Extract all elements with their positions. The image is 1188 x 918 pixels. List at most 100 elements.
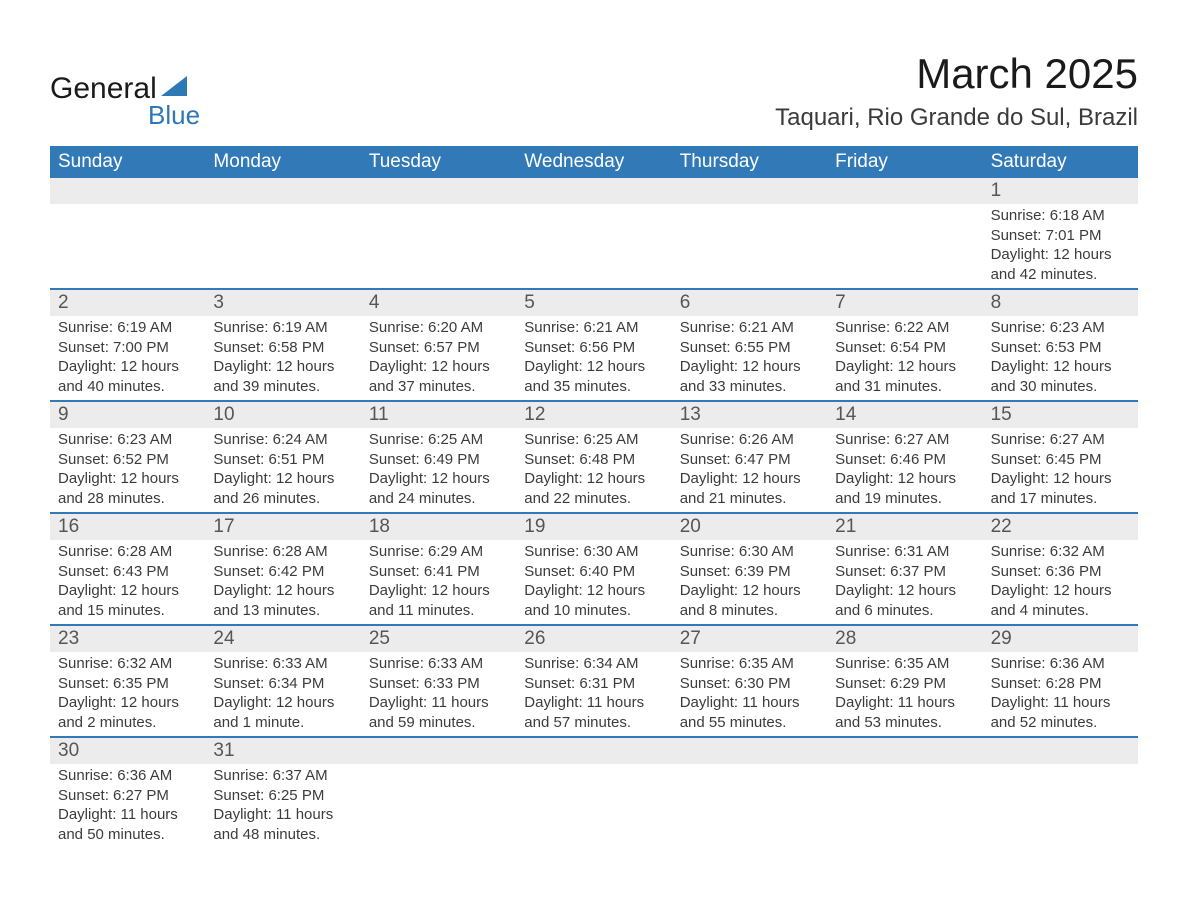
day-info-line: Sunrise: 6:35 AM	[680, 654, 819, 674]
day-number	[361, 738, 516, 764]
day-info-line: Daylight: 12 hours	[369, 469, 508, 489]
day-cell	[827, 764, 982, 848]
day-info-line: Sunset: 7:01 PM	[991, 226, 1130, 246]
day-info-line: Sunrise: 6:32 AM	[991, 542, 1130, 562]
day-info-line: Sunrise: 6:27 AM	[835, 430, 974, 450]
day-info-line: Sunset: 6:51 PM	[213, 450, 352, 470]
day-info-line: Sunrise: 6:19 AM	[213, 318, 352, 338]
dow-friday: Friday	[827, 146, 982, 178]
day-info-line: and 1 minute.	[213, 713, 352, 733]
page-header: General Blue March 2025 Taquari, Rio Gra…	[50, 50, 1138, 132]
day-number	[827, 178, 982, 204]
day-cell: Sunrise: 6:19 AMSunset: 7:00 PMDaylight:…	[50, 316, 205, 400]
day-info-line: and 30 minutes.	[991, 377, 1130, 397]
calendar-page: General Blue March 2025 Taquari, Rio Gra…	[0, 0, 1188, 918]
day-number	[50, 178, 205, 204]
day-number: 16	[50, 514, 205, 540]
day-number: 11	[361, 402, 516, 428]
day-cell: Sunrise: 6:32 AMSunset: 6:35 PMDaylight:…	[50, 652, 205, 736]
day-content-row: Sunrise: 6:36 AMSunset: 6:27 PMDaylight:…	[50, 764, 1138, 848]
day-info-line: and 57 minutes.	[524, 713, 663, 733]
day-info-line: and 15 minutes.	[58, 601, 197, 621]
day-info-line	[524, 766, 663, 786]
day-info-line: Sunrise: 6:23 AM	[991, 318, 1130, 338]
day-cell: Sunrise: 6:36 AMSunset: 6:28 PMDaylight:…	[983, 652, 1138, 736]
day-info-line: Sunrise: 6:26 AM	[680, 430, 819, 450]
day-cell	[827, 204, 982, 288]
day-info-line: Sunrise: 6:30 AM	[524, 542, 663, 562]
day-info-line: Sunset: 6:49 PM	[369, 450, 508, 470]
weeks-container: 1 Sunrise: 6:18 AMSunset: 7:01 PMDayligh…	[50, 178, 1138, 848]
day-number: 21	[827, 514, 982, 540]
day-info-line: Sunset: 6:37 PM	[835, 562, 974, 582]
day-info-line: Sunset: 6:28 PM	[991, 674, 1130, 694]
calendar-week: 3031Sunrise: 6:36 AMSunset: 6:27 PMDayli…	[50, 736, 1138, 848]
day-cell: Sunrise: 6:30 AMSunset: 6:40 PMDaylight:…	[516, 540, 671, 624]
day-info-line	[680, 226, 819, 246]
day-info-line: and 19 minutes.	[835, 489, 974, 509]
day-content-row: Sunrise: 6:32 AMSunset: 6:35 PMDaylight:…	[50, 652, 1138, 736]
day-number	[672, 178, 827, 204]
day-info-line: and 40 minutes.	[58, 377, 197, 397]
day-info-line	[524, 786, 663, 806]
day-cell: Sunrise: 6:19 AMSunset: 6:58 PMDaylight:…	[205, 316, 360, 400]
day-cell: Sunrise: 6:23 AMSunset: 6:52 PMDaylight:…	[50, 428, 205, 512]
day-info-line	[991, 766, 1130, 786]
day-number-row: 2345678	[50, 290, 1138, 316]
day-info-line: Sunset: 6:48 PM	[524, 450, 663, 470]
day-info-line: Daylight: 12 hours	[991, 581, 1130, 601]
day-info-line: Daylight: 12 hours	[58, 357, 197, 377]
day-cell: Sunrise: 6:25 AMSunset: 6:49 PMDaylight:…	[361, 428, 516, 512]
day-number: 5	[516, 290, 671, 316]
day-info-line: Daylight: 11 hours	[835, 693, 974, 713]
calendar-week: 23242526272829Sunrise: 6:32 AMSunset: 6:…	[50, 624, 1138, 736]
day-content-row: Sunrise: 6:19 AMSunset: 7:00 PMDaylight:…	[50, 316, 1138, 400]
day-info-line	[213, 245, 352, 265]
day-cell: Sunrise: 6:28 AMSunset: 6:43 PMDaylight:…	[50, 540, 205, 624]
day-info-line: Sunset: 6:25 PM	[213, 786, 352, 806]
day-info-line	[835, 206, 974, 226]
day-number: 29	[983, 626, 1138, 652]
day-info-line: Sunrise: 6:28 AM	[213, 542, 352, 562]
day-info-line	[369, 245, 508, 265]
day-number: 2	[50, 290, 205, 316]
day-info-line: and 37 minutes.	[369, 377, 508, 397]
day-info-line	[369, 786, 508, 806]
day-info-line	[369, 206, 508, 226]
day-info-line: Sunset: 6:36 PM	[991, 562, 1130, 582]
day-cell	[50, 204, 205, 288]
day-info-line: Sunset: 6:40 PM	[524, 562, 663, 582]
day-number	[516, 738, 671, 764]
day-info-line: Daylight: 12 hours	[58, 469, 197, 489]
day-info-line: Sunset: 6:33 PM	[369, 674, 508, 694]
day-number	[205, 178, 360, 204]
day-info-line	[835, 786, 974, 806]
day-content-row: Sunrise: 6:18 AMSunset: 7:01 PMDaylight:…	[50, 204, 1138, 288]
day-number: 20	[672, 514, 827, 540]
day-info-line: Sunset: 6:30 PM	[680, 674, 819, 694]
day-info-line: Sunset: 6:54 PM	[835, 338, 974, 358]
day-info-line: Sunrise: 6:25 AM	[524, 430, 663, 450]
day-number	[361, 178, 516, 204]
day-info-line: Sunrise: 6:22 AM	[835, 318, 974, 338]
day-info-line	[524, 265, 663, 285]
day-info-line: and 52 minutes.	[991, 713, 1130, 733]
day-info-line: Sunrise: 6:20 AM	[369, 318, 508, 338]
calendar-week: 1 Sunrise: 6:18 AMSunset: 7:01 PMDayligh…	[50, 178, 1138, 288]
day-cell: Sunrise: 6:33 AMSunset: 6:33 PMDaylight:…	[361, 652, 516, 736]
day-info-line: Sunset: 6:52 PM	[58, 450, 197, 470]
day-number: 17	[205, 514, 360, 540]
day-cell: Sunrise: 6:35 AMSunset: 6:29 PMDaylight:…	[827, 652, 982, 736]
day-info-line: Sunrise: 6:37 AM	[213, 766, 352, 786]
day-number: 24	[205, 626, 360, 652]
day-info-line: Sunrise: 6:36 AM	[991, 654, 1130, 674]
day-info-line: Sunrise: 6:21 AM	[524, 318, 663, 338]
day-info-line: Daylight: 12 hours	[369, 581, 508, 601]
day-info-line: Sunset: 6:42 PM	[213, 562, 352, 582]
day-number: 30	[50, 738, 205, 764]
day-info-line: Daylight: 11 hours	[991, 693, 1130, 713]
calendar-grid: Sunday Monday Tuesday Wednesday Thursday…	[50, 146, 1138, 848]
day-cell: Sunrise: 6:21 AMSunset: 6:55 PMDaylight:…	[672, 316, 827, 400]
day-cell	[983, 764, 1138, 848]
day-info-line: Sunrise: 6:25 AM	[369, 430, 508, 450]
